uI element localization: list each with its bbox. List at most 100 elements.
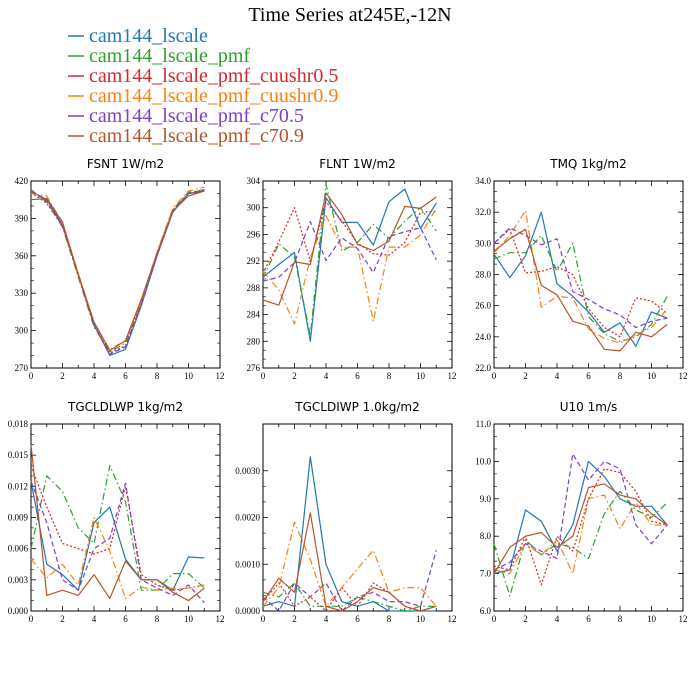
y-tick-label: 288	[247, 283, 261, 293]
series-line	[30, 190, 205, 357]
y-tick-label: 284	[247, 310, 261, 320]
x-tick-label: 6	[355, 371, 360, 381]
x-tick-label: 2	[523, 614, 528, 624]
x-tick-label: 8	[618, 371, 623, 381]
series-line	[262, 550, 437, 612]
x-tick-label: 10	[647, 371, 657, 381]
x-tick-label: 12	[679, 614, 688, 624]
plot-frame	[262, 180, 453, 369]
series-line	[262, 188, 437, 342]
legend-entry: cam144_lscale_pmf_cuushr0.5	[89, 65, 338, 87]
x-tick-label: 2	[292, 614, 297, 624]
x-tick-label: 12	[216, 371, 225, 381]
x-tick-label: 6	[123, 371, 128, 381]
series-line	[30, 189, 205, 355]
y-tick-label: 34.0	[475, 176, 491, 186]
x-tick-label: 6	[123, 614, 128, 624]
series-line	[493, 210, 668, 344]
x-tick-label: 8	[387, 614, 392, 624]
legend-entry: cam144_lscale_pmf	[89, 45, 250, 67]
y-tick-label: 0.0000	[235, 606, 260, 616]
y-tick-label: 10.0	[475, 456, 491, 466]
chart-panel: TMQ 1kg/m2 0 2 4 6 8 10 12 22.0 24.0 26.0 28.0 30.0 3…	[475, 157, 687, 381]
x-tick-label: 0	[29, 371, 34, 381]
x-tick-label: 2	[60, 371, 65, 381]
x-tick-label: 12	[679, 371, 688, 381]
y-tick-label: 0.012	[8, 481, 28, 491]
y-tick-label: 7.0	[480, 569, 492, 579]
x-tick-label: 8	[155, 614, 160, 624]
x-tick-label: 2	[292, 371, 297, 381]
series-line	[262, 221, 437, 282]
series-line	[30, 465, 205, 591]
plot-frame	[262, 423, 453, 612]
x-tick-label: 8	[155, 371, 160, 381]
series-line	[493, 468, 668, 586]
plot-frame	[30, 423, 221, 612]
y-tick-label: 280	[247, 336, 261, 346]
series-line	[493, 460, 668, 575]
series-line	[493, 494, 668, 575]
chart-panel: FLNT 1W/m2 0 2 4 6 8 10 12 276 280 284 288 292 296 300…	[247, 157, 457, 381]
series-line	[493, 227, 668, 329]
panel-title: TGCLDIWP 1.0kg/m2	[294, 400, 419, 414]
series-line	[30, 189, 205, 353]
series-line	[493, 483, 668, 574]
y-tick-label: 6.0	[480, 606, 492, 616]
legend-entry: cam144_lscale	[89, 25, 208, 47]
series-line	[262, 201, 437, 274]
x-tick-label: 12	[448, 614, 457, 624]
panel-title: U10 1m/s	[560, 400, 618, 414]
series-line	[30, 186, 205, 350]
y-tick-label: 0.0020	[235, 513, 260, 523]
legend-entry: cam144_lscale_pmf_c70.5	[89, 105, 304, 127]
y-tick-label: 420	[15, 176, 29, 186]
chart-panel: TGCLDIWP 1.0kg/m2 0 2 4 6 8 10 12 0.0000 0.0010 0.…	[235, 400, 456, 624]
x-tick-label: 4	[324, 614, 329, 624]
chart-panel: TGCLDLWP 1kg/m2 0 2 4 6 8 10 12 0.000 0.003 0.006 0…	[8, 400, 225, 624]
series-line	[262, 512, 437, 612]
y-tick-label: 0.0010	[235, 559, 260, 569]
series-line	[262, 208, 437, 325]
y-tick-label: 8.0	[480, 531, 492, 541]
panel-title: FLNT 1W/m2	[319, 157, 396, 171]
y-tick-label: 24.0	[475, 332, 491, 342]
y-tick-label: 300	[247, 203, 261, 213]
x-tick-label: 0	[29, 614, 34, 624]
x-tick-label: 10	[184, 371, 194, 381]
series-line	[262, 521, 437, 607]
x-tick-label: 6	[586, 614, 591, 624]
x-tick-label: 2	[60, 614, 65, 624]
y-tick-label: 22.0	[475, 363, 491, 373]
y-tick-label: 0.018	[8, 419, 29, 429]
x-tick-label: 10	[184, 614, 194, 624]
x-tick-label: 4	[555, 614, 560, 624]
y-tick-label: 390	[15, 213, 29, 223]
y-tick-label: 300	[15, 326, 29, 336]
y-tick-label: 9.0	[480, 494, 492, 504]
legend-entry: cam144_lscale_pmf_c70.9	[89, 125, 304, 147]
figure-title: Time Series at245E,-12N	[248, 4, 451, 26]
x-tick-label: 4	[92, 614, 97, 624]
x-tick-label: 10	[647, 614, 657, 624]
y-tick-label: 26.0	[475, 301, 491, 311]
y-tick-label: 292	[247, 256, 261, 266]
series-line	[493, 234, 668, 343]
panel-title: TMQ 1kg/m2	[549, 157, 627, 171]
series-line	[493, 228, 668, 352]
y-tick-label: 276	[247, 363, 261, 373]
y-tick-label: 270	[15, 363, 29, 373]
x-tick-label: 12	[448, 371, 457, 381]
series-line	[493, 228, 668, 338]
series-line	[30, 465, 205, 591]
x-tick-label: 2	[523, 371, 528, 381]
x-tick-label: 0	[261, 614, 266, 624]
y-tick-label: 28.0	[475, 270, 491, 280]
y-tick-label: 32.0	[475, 207, 491, 217]
plot-frame	[493, 180, 684, 369]
x-tick-label: 4	[92, 371, 97, 381]
chart-panel: U10 1m/s 0 2 4 6 8 10 12 6.0 7.0 8.0 9.0 10.0 11.0	[475, 400, 687, 624]
legend: cam144_lscalecam144_lscale_pmfcam144_lsc…	[68, 25, 338, 147]
y-tick-label: 11.0	[476, 419, 492, 429]
